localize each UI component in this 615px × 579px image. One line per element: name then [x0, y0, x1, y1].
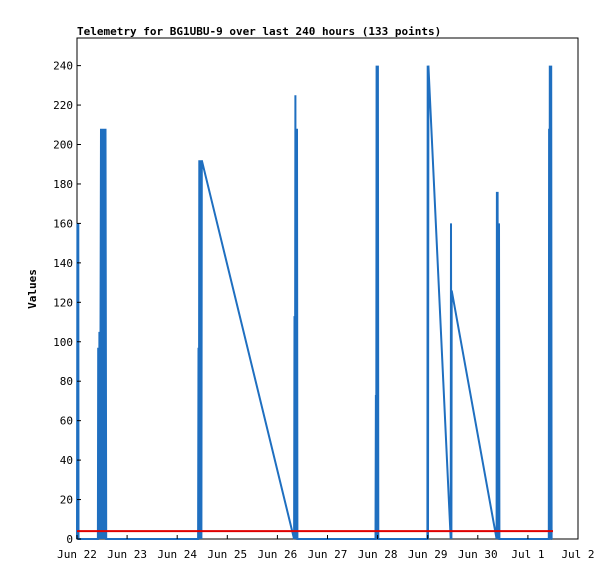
y-tick-label: 200: [53, 139, 73, 152]
y-tick-label: 180: [53, 178, 73, 191]
y-axis: 0 20 40 60 80 100 120 140 160 180 200 220 240: [53, 60, 81, 546]
x-tick-label: Jun 26: [258, 548, 298, 561]
plot-frame: [76, 37, 579, 540]
y-axis-label: Values: [26, 269, 39, 309]
x-tick-label: Jun 27: [308, 548, 348, 561]
y-tick-label: 140: [53, 257, 73, 270]
y-tick-label: 80: [60, 375, 73, 388]
x-tick-label: Jun 23: [107, 548, 147, 561]
series-layer: [76, 65, 553, 540]
chart-title: Telemetry for BG1UBU-9 over last 240 hou…: [77, 25, 441, 38]
y-tick-label: 0: [66, 533, 73, 546]
y-tick-label: 240: [53, 60, 73, 73]
x-tick-label: Jun 30: [458, 548, 498, 561]
y-tick-label: 40: [60, 454, 73, 467]
x-tick-label: Jul 1: [511, 548, 544, 561]
y-tick-label: 20: [60, 494, 73, 507]
x-tick-label: Jun 28: [358, 548, 398, 561]
series-line-1: [76, 65, 553, 540]
y-tick-label: 120: [53, 296, 73, 309]
x-axis: Jun 22 Jun 23 Jun 24 Jun 25 Jun 26 Jun 27 Jun …: [57, 535, 595, 561]
x-tick-label: Jun 22: [57, 548, 97, 561]
x-tick-label: Jun 29: [408, 548, 448, 561]
x-tick-label: Jun 25: [207, 548, 247, 561]
y-tick-label: 60: [60, 415, 73, 428]
y-tick-label: 100: [53, 336, 73, 349]
x-tick-label: Jun 24: [157, 548, 197, 561]
x-tick-label: Jul 2: [561, 548, 594, 561]
y-tick-label: 220: [53, 99, 73, 112]
y-tick-label: 160: [53, 217, 73, 230]
